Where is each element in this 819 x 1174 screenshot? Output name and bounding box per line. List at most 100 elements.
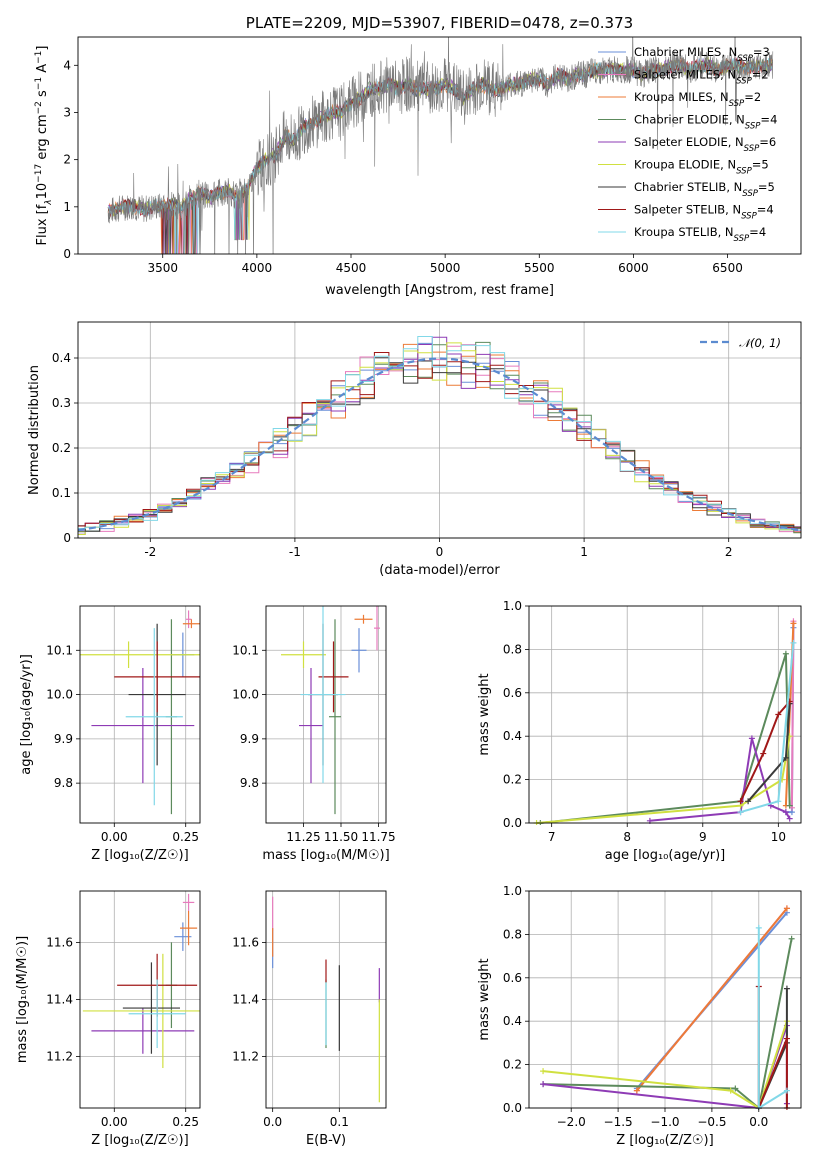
y-tick-label: 11.2 — [46, 1050, 73, 1064]
y-axis-label-part: A — [35, 64, 50, 77]
x-tick-label: 11.25 — [286, 830, 320, 844]
y-tick-label: 11.4 — [232, 993, 259, 1007]
legend-subscript: SSP — [736, 77, 752, 87]
y-axis-label-part: erg cm — [35, 114, 50, 163]
x-tick-label: 6500 — [712, 261, 743, 275]
y-axis-label: Normed distribution — [27, 365, 42, 495]
y-tick-label: 0.1 — [52, 486, 71, 500]
mass-weight-marker — [755, 924, 762, 931]
legend-n-prefix: , N — [728, 135, 744, 149]
mass-weight-marker — [782, 754, 789, 761]
legend-model-name: Kroupa ELODIE — [634, 158, 720, 172]
y-axis-label-part: 10 — [35, 183, 50, 200]
y-axis-label: mass weight — [477, 958, 492, 1040]
legend-subscript: SSP — [745, 122, 761, 132]
y-tick-label: 3 — [63, 105, 71, 119]
legend-equals: = — [757, 203, 767, 217]
mass-weight-marker — [775, 798, 782, 805]
mass-weight-marker — [737, 798, 744, 805]
plot-area — [78, 336, 801, 535]
legend-subscript: SSP — [729, 99, 745, 109]
x-tick-label: 5000 — [430, 261, 461, 275]
mass-weight-marker — [783, 1035, 790, 1042]
legend-n-prefix: , N — [725, 203, 741, 217]
legend-model-name: Kroupa STELIB — [634, 225, 718, 239]
legend-nssp-value: 3 — [763, 45, 770, 59]
chart-title: PLATE=2209, MJD=53907, FIBERID=0478, z=0… — [246, 14, 633, 32]
mass-vs-metallicity-panel: 0.00 0.25 11.2 11.4 11.6 Z [log₁₀(Z/Z☉)] mass … — [15, 890, 201, 1148]
x-tick-label: 0.0 — [263, 1115, 282, 1129]
data-spectrum-line — [107, 37, 774, 254]
legend-label: Chabrier MILES, NSSP=3 — [634, 45, 770, 64]
axes-frame — [265, 605, 387, 824]
y-tick-label: 0.8 — [503, 642, 522, 656]
legend-n-prefix: , N — [713, 90, 729, 104]
x-tick-label: 9 — [699, 830, 707, 844]
y-tick-label: 0.0 — [503, 816, 522, 830]
legend-label: 𝒩(0, 1) — [739, 336, 781, 350]
y-tick-label: 0.6 — [503, 686, 522, 700]
plot-area — [80, 610, 200, 815]
plot-area — [272, 896, 380, 1103]
legend-subscript: SSP — [734, 234, 750, 244]
mass-weight-marker — [775, 711, 782, 718]
y-tick-label: 9.8 — [54, 776, 73, 790]
x-tick-label: 4500 — [336, 261, 367, 275]
y-tick-label: 1.0 — [503, 884, 522, 898]
y-tick-label: 10.0 — [46, 688, 73, 702]
mass-weight-marker — [732, 1085, 739, 1092]
legend-equals: = — [744, 90, 754, 104]
x-axis-label: Z [log₁₀(Z/Z☉)] — [91, 848, 188, 863]
mass-weight-line — [542, 1020, 788, 1109]
legend-equals: = — [753, 45, 763, 59]
y-tick-label: 1 — [63, 200, 71, 214]
x-tick-label: 0.00 — [101, 1115, 128, 1129]
x-tick-label: 8 — [623, 830, 631, 844]
legend-model-name: Chabrier MILES — [634, 45, 721, 59]
y-tick-label: 10.0 — [232, 688, 259, 702]
y-axis-label-part: −1 — [34, 77, 44, 90]
y-axis-label-part: Flux [f — [35, 204, 50, 245]
mass-weight-marker — [737, 809, 744, 816]
legend-label: Kroupa STELIB, NSSP=4 — [634, 225, 766, 244]
spectrum-panel: 3500 4000 4500 5000 5500 6000 6500 0 1 2 3 4 PLATE=2… — [34, 14, 802, 298]
legend-model-name: Chabrier ELODIE — [634, 113, 729, 127]
mass-weight-marker — [783, 985, 790, 992]
x-tick-label: 0 — [436, 545, 444, 559]
axes-frame — [79, 605, 201, 824]
y-tick-label: 10.1 — [232, 643, 259, 657]
x-tick-label: 11.50 — [324, 830, 358, 844]
legend-equals: = — [759, 135, 769, 149]
legend-model-name: Salpeter ELODIE — [634, 135, 728, 149]
x-tick-label: 1 — [580, 545, 588, 559]
mass-weight-marker — [760, 750, 767, 757]
legend-subscript: SSP — [736, 167, 752, 177]
plot-area — [82, 893, 200, 1069]
y-tick-label: 0.8 — [503, 927, 522, 941]
axes-frame — [528, 605, 802, 824]
x-tick-label: -1 — [289, 545, 301, 559]
y-tick-label: 0 — [63, 247, 71, 261]
legend-equals: = — [749, 225, 759, 239]
x-tick-label: 11.75 — [361, 830, 395, 844]
legend-nssp-value: 4 — [770, 113, 777, 127]
y-tick-label: 0.4 — [503, 729, 522, 743]
x-tick-label: 0.1 — [330, 1115, 349, 1129]
x-axis-label: Z [log₁₀(Z/Z☉)] — [91, 1133, 188, 1148]
legend-n-prefix: , N — [720, 158, 736, 172]
mass-weight-marker — [540, 1081, 547, 1088]
legend-n-prefix: , N — [726, 180, 742, 194]
y-axis-label: age [log₁₀(age/yr)] — [19, 654, 34, 775]
y-tick-label: 0.3 — [52, 396, 71, 410]
legend-label: Kroupa MILES, NSSP=2 — [634, 90, 761, 109]
y-axis-label: mass weight — [477, 673, 492, 755]
mass-weight-marker — [727, 1087, 734, 1094]
y-axis-label-part: −1 — [34, 51, 44, 64]
mass-weight-marker — [783, 1087, 790, 1094]
y-axis-label: mass [log₁₀(M/M☉)] — [15, 936, 30, 1063]
legend-equals: = — [752, 158, 762, 172]
x-axis-label: wavelength [Angstrom, rest frame] — [325, 283, 554, 298]
y-tick-label: 2 — [63, 153, 71, 167]
y-axis-label-part: λ — [44, 199, 54, 205]
plot-area — [540, 905, 795, 1110]
